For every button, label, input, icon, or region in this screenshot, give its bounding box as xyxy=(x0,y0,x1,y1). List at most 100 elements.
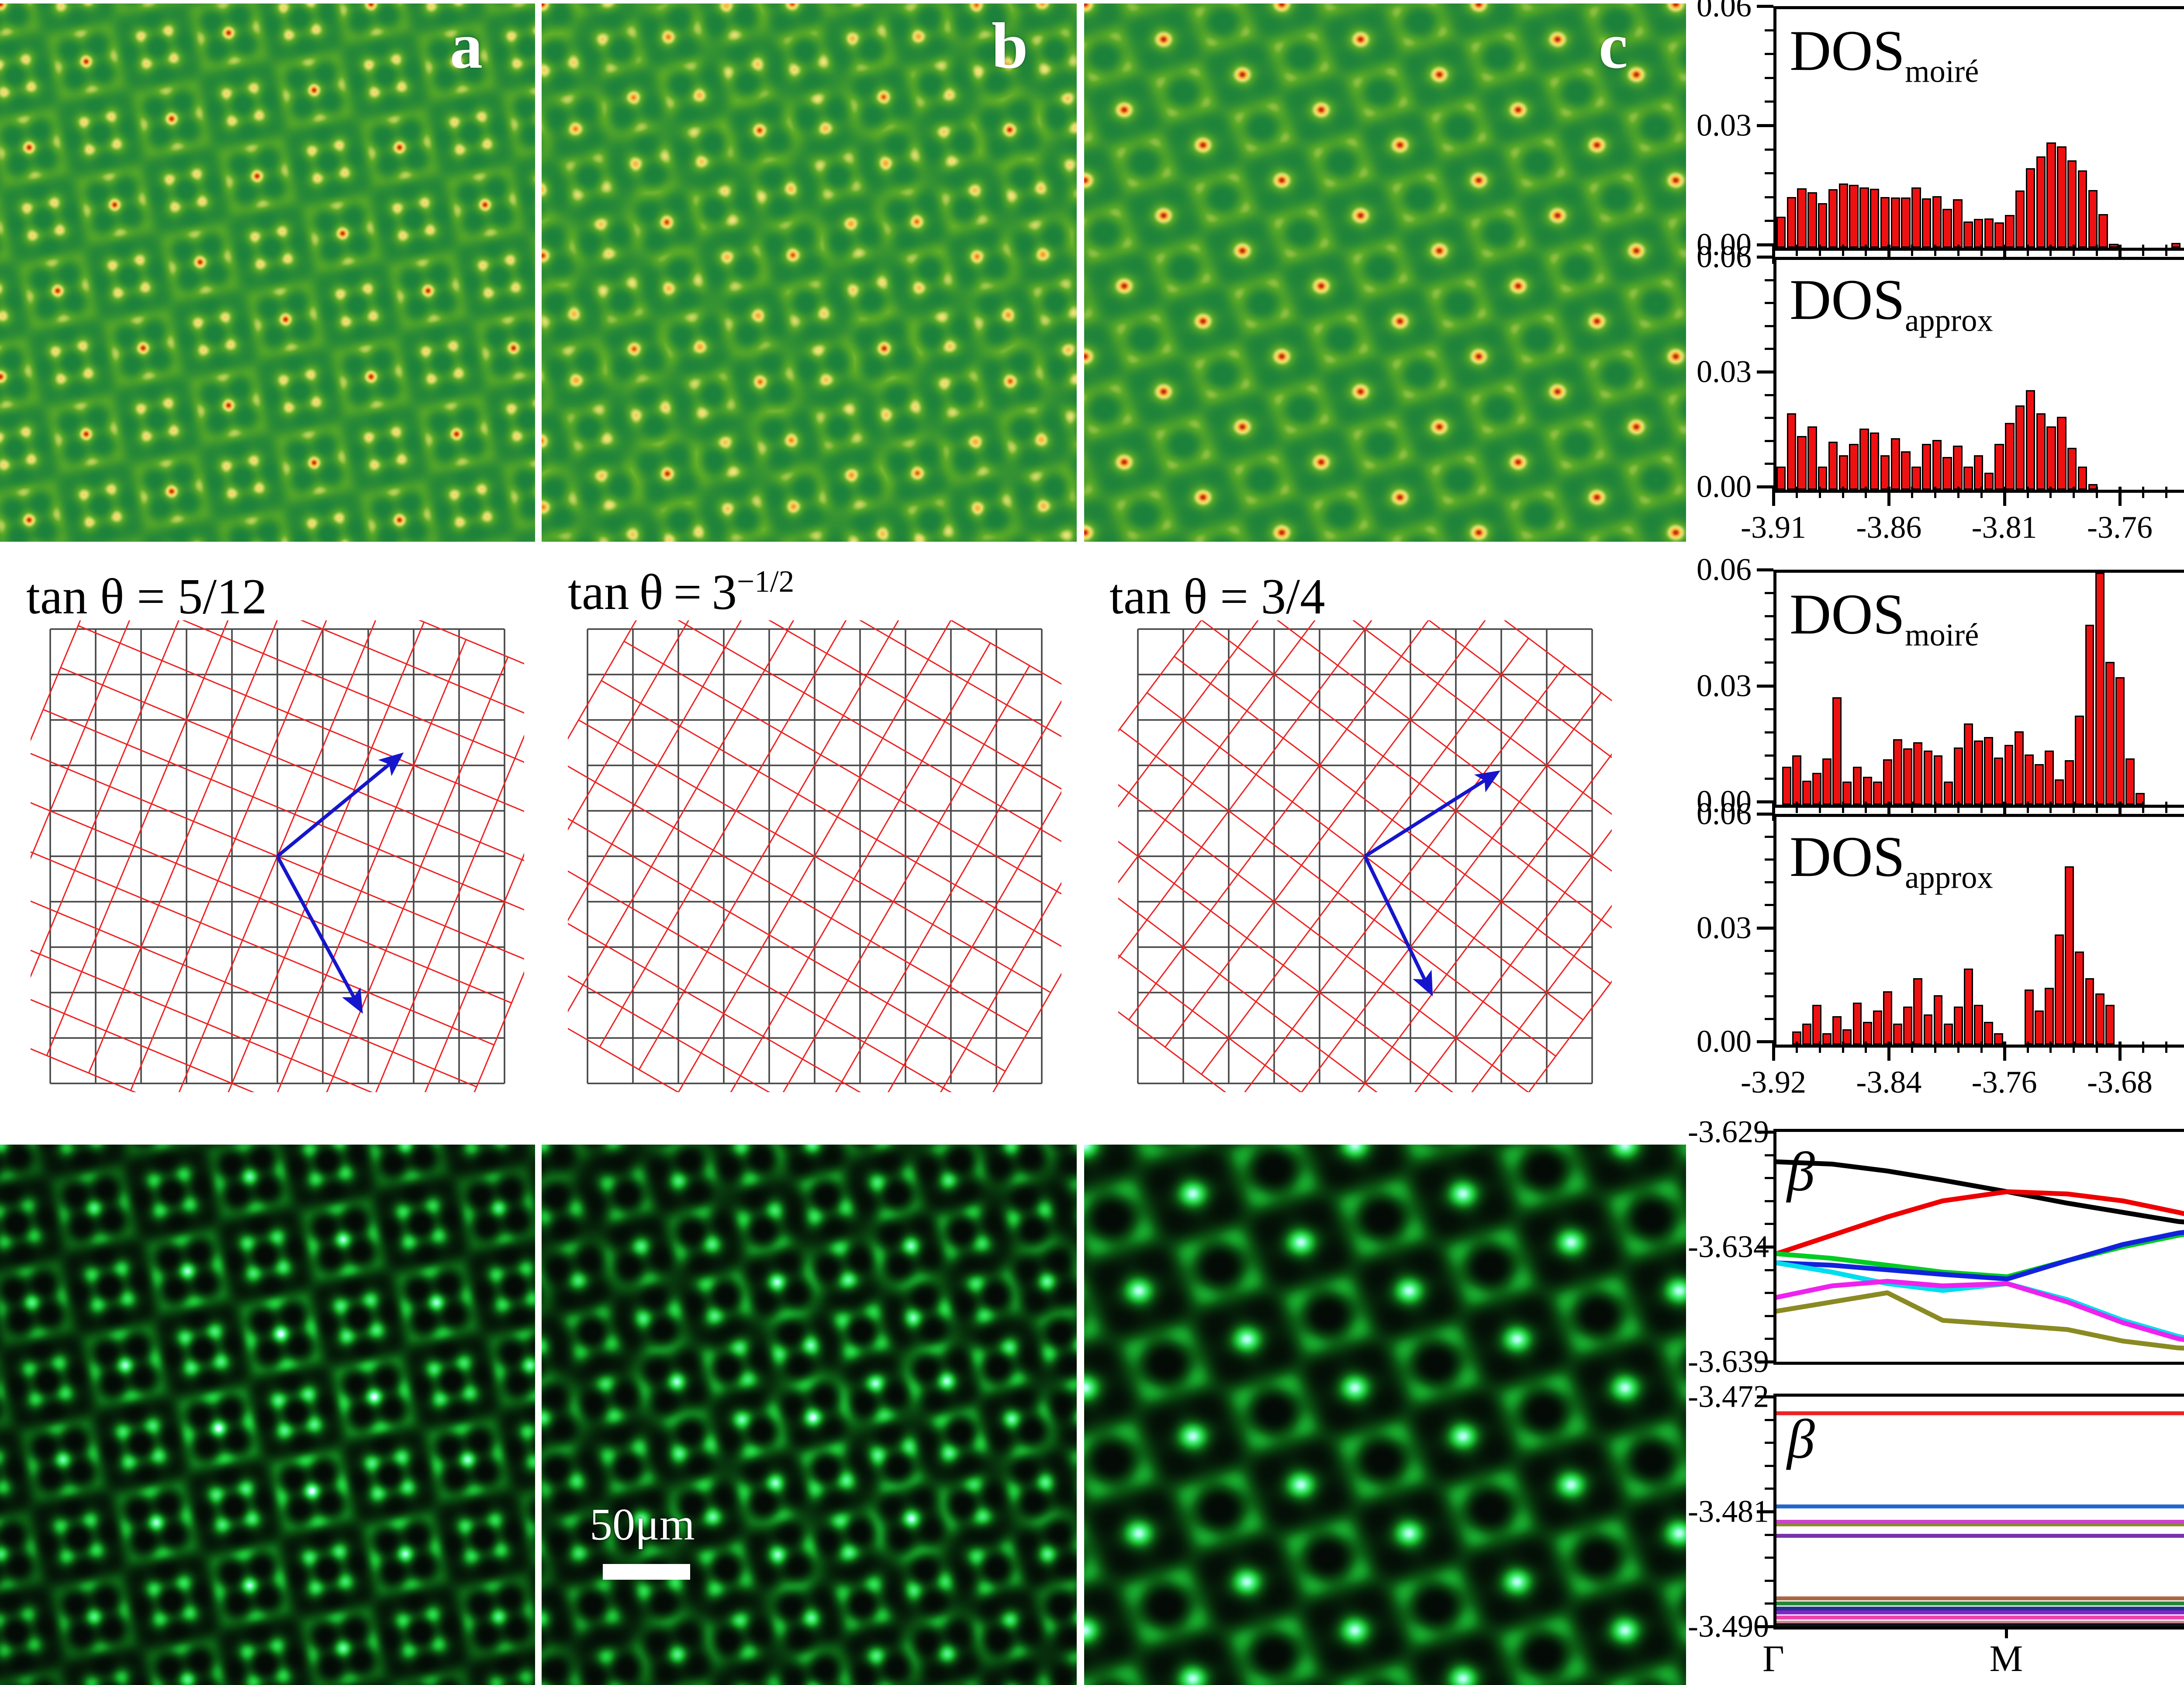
histogram-bar xyxy=(1863,1021,1872,1045)
y-axis-minor-tick xyxy=(1765,1200,1773,1202)
y-axis-label: -3.629 xyxy=(1688,1114,1769,1149)
histogram-bar xyxy=(1852,767,1862,805)
histogram-bar xyxy=(1838,455,1849,490)
y-axis-label: -3.634 xyxy=(1688,1229,1769,1264)
histogram-bar xyxy=(2045,751,2054,805)
x-axis-minor-tick xyxy=(2049,487,2052,498)
histogram-bar xyxy=(1953,199,1963,248)
y-axis-label: 0.00 xyxy=(1697,784,1752,819)
histogram-bar xyxy=(1828,442,1838,490)
y-axis-minor-tick xyxy=(1765,1533,1773,1536)
y-axis-label: 0.00 xyxy=(1697,469,1752,504)
y-axis-minor-tick xyxy=(1765,615,1773,618)
x-axis-minor-tick xyxy=(2073,802,2075,813)
histogram-bar xyxy=(1822,1033,1832,1045)
moire-vector-1 xyxy=(1364,770,1501,858)
y-axis-minor-tick xyxy=(1765,1017,1773,1020)
band-curve xyxy=(1776,1279,2184,1342)
band-curve xyxy=(1776,1230,2184,1282)
x-axis-minor-tick xyxy=(2049,802,2052,813)
histogram-bar xyxy=(1921,443,1932,490)
x-axis-minor-tick xyxy=(2073,487,2075,498)
y-axis-minor-tick xyxy=(1765,279,1773,281)
histogram-bar xyxy=(2055,934,2064,1045)
x-axis-minor-tick xyxy=(1865,245,1867,256)
moire-intensity-map-a xyxy=(0,3,535,542)
histogram-bar xyxy=(2025,390,2035,490)
x-axis-minor-tick xyxy=(1934,1041,1937,1053)
y-axis-minor-tick xyxy=(1765,972,1773,975)
histogram-bar xyxy=(1797,436,1807,490)
panel-f-lower-frame: β Γ M X xyxy=(1773,1394,2184,1630)
histogram-bar xyxy=(1994,1033,2004,1045)
y-axis-minor-tick xyxy=(1765,302,1773,304)
x-axis-minor-tick xyxy=(2165,1041,2167,1053)
y-axis-minor-tick xyxy=(1765,1488,1773,1490)
y-axis-minor-tick xyxy=(1765,638,1773,641)
histogram-bar xyxy=(1890,197,1900,248)
y-axis-label: 0.03 xyxy=(1697,910,1752,945)
histogram-bar xyxy=(1787,413,1797,490)
y-axis-tick xyxy=(1757,5,1773,8)
experimental-image-right xyxy=(1084,1145,1686,1685)
histogram-bar xyxy=(1964,969,1973,1045)
y-axis-minor-tick xyxy=(1765,836,1773,838)
x-axis-tick xyxy=(2118,487,2122,506)
panel-e-approx-title: DOSapprox xyxy=(1790,824,1993,895)
band-curve xyxy=(1776,1290,2184,1351)
histogram-bar xyxy=(2034,1010,2044,1045)
x-axis-minor-tick xyxy=(1911,1041,1914,1053)
x-axis-minor-tick xyxy=(1865,487,1867,498)
y-axis-minor-tick xyxy=(1765,1511,1773,1513)
y-axis-minor-tick xyxy=(1765,196,1773,198)
histogram-bar xyxy=(1963,221,1973,248)
y-axis-minor-tick xyxy=(1765,1338,1773,1340)
histogram-bar xyxy=(1942,457,1952,490)
histogram-bar xyxy=(1880,455,1890,490)
experimental-field-canvas xyxy=(542,1145,1077,1685)
x-axis-label: -3.68 xyxy=(2087,1065,2153,1100)
histogram-bar xyxy=(2105,661,2115,805)
histogram-bar xyxy=(2077,467,2087,490)
y-axis-label: 0.06 xyxy=(1697,796,1752,831)
y-axis-minor-tick xyxy=(1765,1442,1773,1444)
panel-e: DOSmoiré e β 0.00 0.03 0.06 DOSapprox β 0.… xyxy=(1697,552,2184,1101)
y-axis-label: 0.03 xyxy=(1697,668,1752,703)
y-axis-label: 0.06 xyxy=(1697,0,1752,24)
x-axis-minor-tick xyxy=(2026,802,2029,813)
y-axis-minor-tick xyxy=(1765,685,1773,687)
histogram-bar xyxy=(2065,866,2074,1045)
x-axis-tick xyxy=(2118,1041,2122,1061)
histogram-bar xyxy=(2115,677,2125,805)
x-axis-label: -3.91 xyxy=(1741,510,1806,545)
y-axis-minor-tick xyxy=(1765,348,1773,350)
panel-f: β f -3.629 -3.634 -3.639 β Γ M X -3.472 -3.… xyxy=(1688,1114,2184,1685)
y-axis-minor-tick xyxy=(1765,76,1773,79)
histogram-bar xyxy=(2057,417,2067,490)
y-axis-minor-tick xyxy=(1765,371,1773,373)
x-axis-tick xyxy=(1887,487,1891,506)
histogram-bar xyxy=(2125,758,2135,805)
histogram-bar xyxy=(2015,405,2025,490)
histogram-bar xyxy=(1984,737,1994,805)
lattice-title-a: tan θ = 5/12 xyxy=(26,568,267,626)
x-axis-minor-tick xyxy=(1865,802,1867,813)
y-axis-label: 0.00 xyxy=(1697,1024,1752,1059)
lattice-diagram-5-12 xyxy=(31,620,524,1092)
moire-field-canvas xyxy=(0,3,535,542)
lattice-label-text-c: tan θ = 3/4 xyxy=(1109,569,1325,624)
experimental-image-center xyxy=(542,1145,1077,1685)
histogram-bar xyxy=(2065,760,2074,805)
x-axis-symmetry-point: M xyxy=(1989,1637,2023,1679)
histogram-bar xyxy=(1832,697,1842,805)
histogram-bar xyxy=(1873,781,1882,805)
y-axis-minor-tick xyxy=(1765,463,1773,465)
histogram-bar xyxy=(1974,1004,1983,1045)
histogram-bar xyxy=(1838,183,1849,248)
x-axis-minor-tick xyxy=(1957,1041,1959,1053)
panel-e-moire-title: DOSmoiré xyxy=(1790,582,1979,653)
histogram-bar xyxy=(1913,978,1923,1045)
histogram-bar xyxy=(1828,189,1838,248)
histogram-bar xyxy=(1842,1029,1852,1045)
